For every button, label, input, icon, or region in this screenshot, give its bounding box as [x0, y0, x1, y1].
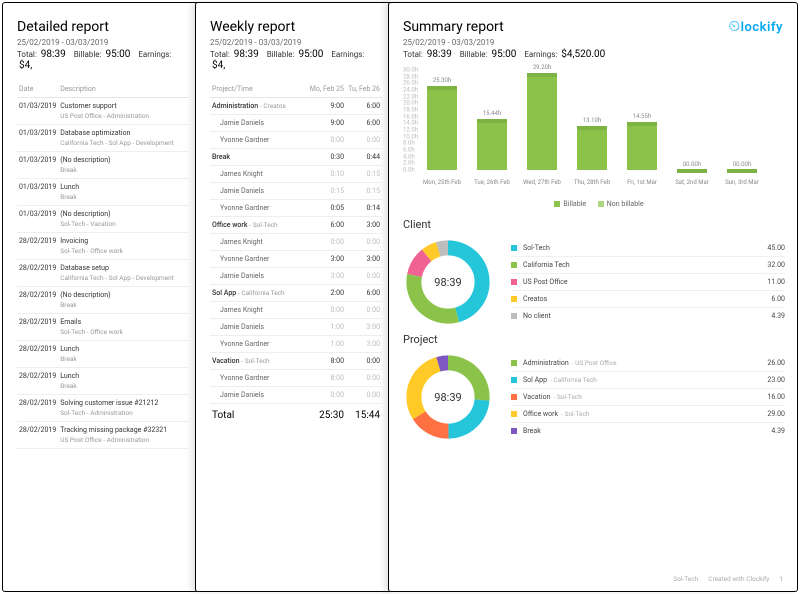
summary-daterange: 25/02/2019 - 03/03/2019	[403, 38, 785, 47]
weekly-total-row: Total25:3015:44	[210, 404, 382, 426]
table-row[interactable]: Jamie Daniels9:006:00	[210, 115, 382, 132]
table-row[interactable]: Yvonne Gardner0:050:14	[210, 200, 382, 217]
list-item[interactable]: Creatos6.00	[511, 291, 785, 308]
table-row[interactable]: 28/02/2019Database setupCalifornia Tech …	[17, 260, 189, 287]
client-section: 98:39 Sol-Tech45.00California Tech32.00U…	[403, 237, 785, 327]
table-row[interactable]: Jamie Daniels0:000:00	[210, 387, 382, 404]
detailed-title: Detailed report	[17, 19, 189, 35]
col-desc: Description	[58, 81, 189, 98]
table-row[interactable]: Office work - Sol-Tech6:003:00	[210, 217, 382, 234]
chart-legend: Billable Non billable	[403, 200, 785, 208]
table-row[interactable]: 28/02/2019InvoicingSol-Tech - Office wor…	[17, 233, 189, 260]
col-date: Date	[17, 81, 58, 98]
project-list: Administration- US Post Office26.00Sol A…	[511, 355, 785, 439]
table-row[interactable]: 28/02/2019LunchBreak	[17, 368, 189, 395]
list-item[interactable]: No client4.39	[511, 308, 785, 324]
table-row[interactable]: 28/02/2019Solving customer issue #21212S…	[17, 395, 189, 422]
table-row[interactable]: 01/03/2019(No description)Break	[17, 152, 189, 179]
weekly-table: Project/Time Mo, Feb 25 Tu, Feb 26 Admin…	[210, 81, 382, 425]
table-row[interactable]: Jamie Daniels3:000:00	[210, 268, 382, 285]
table-row[interactable]: 01/03/2019Customer supportUS Post Office…	[17, 98, 189, 125]
table-row[interactable]: 28/02/2019EmailsSol-Tech - Office work	[17, 314, 189, 341]
bar[interactable]	[727, 169, 757, 170]
bar[interactable]	[477, 119, 507, 170]
table-row[interactable]: Yvonne Gardner1:003:00	[210, 336, 382, 353]
bar[interactable]	[427, 86, 457, 170]
detailed-report-panel: Detailed report 25/02/2019 - 03/03/2019 …	[2, 2, 202, 592]
page-footer: Sol-TechCreated with Clockify1	[663, 575, 783, 583]
col-project: Project/Time	[210, 81, 306, 98]
table-row[interactable]: Jamie Daniels1:003:00	[210, 319, 382, 336]
client-donut: 98:39	[403, 237, 493, 327]
brand-logo: ⏲lockify	[728, 17, 783, 35]
table-row[interactable]: Yvonne Gardner3:003:00	[210, 251, 382, 268]
detailed-summary: Total: 98:39 Billable: 95:00 Earnings: $…	[17, 49, 189, 71]
list-item[interactable]: Break4.39	[511, 423, 785, 439]
table-row[interactable]: Yvonne Gardner8:000:00	[210, 370, 382, 387]
bar[interactable]	[677, 169, 707, 170]
list-item[interactable]: Vacation- Sol-Tech16.00	[511, 389, 785, 406]
table-row[interactable]: 28/02/2019LunchBreak	[17, 341, 189, 368]
summary-summary: Total: 98:39 Billable: 95:00 Earnings: $…	[403, 49, 785, 60]
table-row[interactable]: 01/03/2019Database optimizationCaliforni…	[17, 125, 189, 152]
project-donut: 98:39	[403, 352, 493, 442]
list-item[interactable]: US Post Office11.00	[511, 274, 785, 291]
client-heading: Client	[403, 218, 785, 231]
bar[interactable]	[577, 126, 607, 170]
bar[interactable]	[627, 122, 657, 171]
table-row[interactable]: Sol App - California Tech2:006:00	[210, 285, 382, 302]
table-row[interactable]: James Knight0:000:00	[210, 234, 382, 251]
table-row[interactable]: 28/02/2019(No description)Break	[17, 287, 189, 314]
col-tue: Tu, Feb 26	[346, 81, 382, 98]
weekly-report-panel: Weekly report 25/02/2019 - 03/03/2019 To…	[195, 2, 395, 592]
list-item[interactable]: Sol App- California Tech23.00	[511, 372, 785, 389]
weekly-title: Weekly report	[210, 19, 382, 35]
list-item[interactable]: Administration- US Post Office26.00	[511, 355, 785, 372]
list-item[interactable]: Sol-Tech45.00	[511, 240, 785, 257]
detailed-table: Date Description 01/03/2019Customer supp…	[17, 81, 189, 449]
weekly-summary: Total: 98:39 Billable: 95:00 Earnings: $…	[210, 49, 382, 71]
summary-report-panel: ⏲lockify Summary report 25/02/2019 - 03/…	[388, 2, 798, 592]
table-row[interactable]: 01/03/2019(No description)Sol-Tech - Vac…	[17, 206, 189, 233]
col-mon: Mo, Feb 25	[306, 81, 346, 98]
project-section: 98:39 Administration- US Post Office26.0…	[403, 352, 785, 442]
bar[interactable]	[527, 73, 557, 170]
weekly-daterange: 25/02/2019 - 03/03/2019	[210, 38, 382, 47]
table-row[interactable]: 28/02/2019Tracking missing package #3232…	[17, 422, 189, 449]
table-row[interactable]: James Knight0:100:15	[210, 166, 382, 183]
detailed-daterange: 25/02/2019 - 03/03/2019	[17, 38, 189, 47]
hours-bar-chart: 0.0h2.0h4.0h6.0h8.0h10.0h12.0h14.0h16.0h…	[427, 70, 785, 190]
table-row[interactable]: Yvonne Gardner0:000:00	[210, 132, 382, 149]
list-item[interactable]: Office work- Sol-Tech29.00	[511, 406, 785, 423]
table-row[interactable]: Jamie Daniels0:150:15	[210, 183, 382, 200]
project-heading: Project	[403, 333, 785, 346]
list-item[interactable]: California Tech32.00	[511, 257, 785, 274]
table-row[interactable]: James Knight0:000:00	[210, 302, 382, 319]
table-row[interactable]: Vacation - Sol-Tech8:000:00	[210, 353, 382, 370]
client-list: Sol-Tech45.00California Tech32.00US Post…	[511, 240, 785, 324]
table-row[interactable]: Administration - Creatos9:006:00	[210, 98, 382, 115]
table-row[interactable]: 01/03/2019LunchBreak	[17, 179, 189, 206]
table-row[interactable]: Break 0:300:44	[210, 149, 382, 166]
